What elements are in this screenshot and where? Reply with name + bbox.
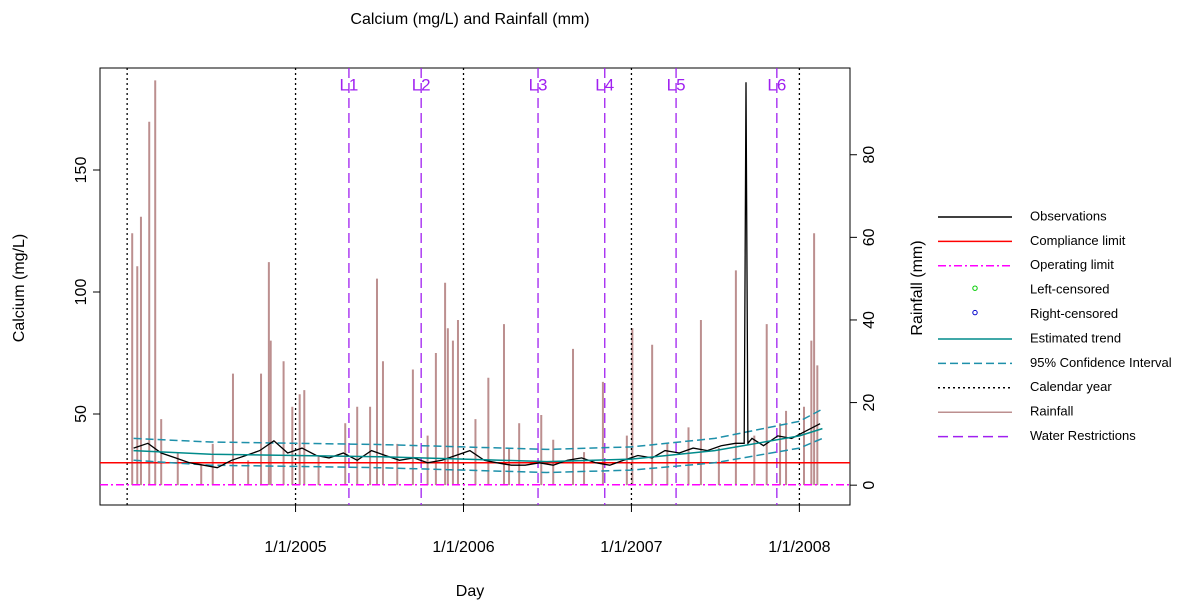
x-axis-label: Day xyxy=(456,583,484,600)
legend-label: Calendar year xyxy=(1030,379,1112,394)
y2-tick-label: 40 xyxy=(861,311,878,329)
restriction-label: L4 xyxy=(595,75,614,94)
x-tick-label: 1/1/2005 xyxy=(264,539,326,556)
series-line xyxy=(133,82,821,469)
ci-line xyxy=(133,437,823,474)
x-tick-label: 1/1/2006 xyxy=(432,539,494,556)
legend-label: Compliance limit xyxy=(1030,233,1126,248)
legend-symbol xyxy=(972,309,978,316)
y-tick-label: 100 xyxy=(73,279,90,306)
restriction-label: L3 xyxy=(529,75,548,94)
legend-symbol xyxy=(972,285,978,291)
legend-label: Observations xyxy=(1030,208,1107,223)
legend-label: 95% Confidence Interval xyxy=(1030,355,1172,370)
x-tick-label: 1/1/2008 xyxy=(768,539,830,556)
chart-title: Calcium (mg/L) and Rainfall (mm) xyxy=(350,11,589,28)
restriction-label: L2 xyxy=(412,75,431,94)
y-tick-label: 50 xyxy=(73,405,90,423)
series-line xyxy=(133,427,823,463)
y2-tick-label: 80 xyxy=(861,146,878,164)
legend-label: Left-censored xyxy=(1030,282,1110,297)
legend-label: Estimated trend xyxy=(1030,330,1121,345)
y2-tick-label: 20 xyxy=(861,394,878,412)
ci-line xyxy=(133,408,823,451)
y2-tick-label: 60 xyxy=(861,228,878,246)
plot-frame xyxy=(99,67,851,506)
y2-tick-label: 0 xyxy=(861,481,878,490)
legend-label: Rainfall xyxy=(1030,404,1073,419)
restriction-label: L1 xyxy=(339,75,358,94)
restriction-label: L5 xyxy=(667,75,686,94)
legend-label: Water Restrictions xyxy=(1030,428,1136,443)
restriction-label: L6 xyxy=(767,75,786,94)
y-tick-label: 150 xyxy=(73,157,90,184)
y-axis-label: Calcium (mg/L) xyxy=(11,234,28,342)
x-tick-label: 1/1/2007 xyxy=(600,539,662,556)
legend-label: Operating limit xyxy=(1030,257,1114,272)
y2-axis-label: Rainfall (mm) xyxy=(909,240,926,335)
legend-label: Right-censored xyxy=(1030,306,1118,321)
